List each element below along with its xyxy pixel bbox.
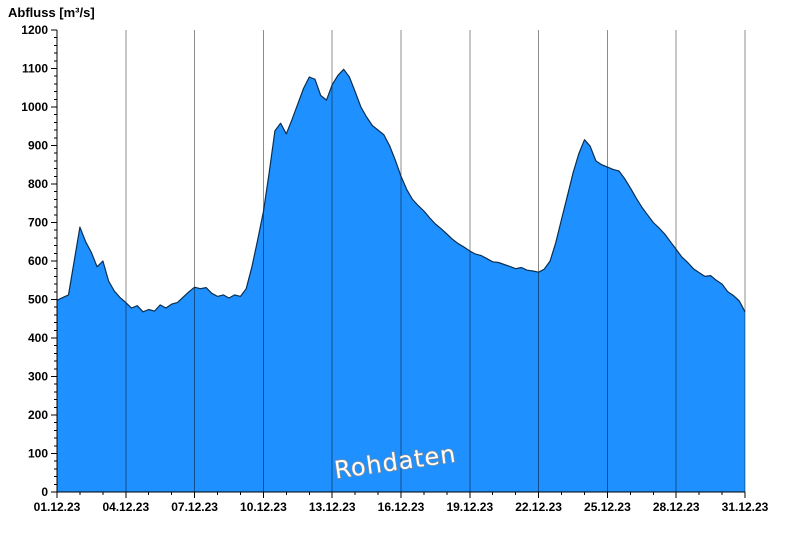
x-tick-label: 13.12.23 <box>309 500 356 514</box>
x-tick-label: 31.12.23 <box>722 500 769 514</box>
y-tick-label: 1100 <box>22 62 48 76</box>
y-tick-label: 500 <box>28 293 48 307</box>
y-tick-label: 1000 <box>21 100 48 114</box>
x-tick-label: 01.12.23 <box>34 500 81 514</box>
y-tick-label: 700 <box>28 216 48 230</box>
y-tick-label: 300 <box>28 370 48 384</box>
x-tick-label: 28.12.23 <box>653 500 700 514</box>
y-tick-label: 400 <box>28 331 48 345</box>
y-tick-label: 1200 <box>21 23 48 37</box>
x-tick-label: 10.12.23 <box>240 500 287 514</box>
x-tick-label: 04.12.23 <box>102 500 149 514</box>
y-tick-label: 800 <box>28 177 48 191</box>
y-tick-label: 600 <box>28 254 48 268</box>
x-tick-label: 16.12.23 <box>378 500 425 514</box>
x-tick-label: 07.12.23 <box>171 500 218 514</box>
x-tick-label: 22.12.23 <box>515 500 562 514</box>
discharge-line <box>56 68 746 313</box>
y-tick-label: 100 <box>28 447 48 461</box>
x-tick-label: 25.12.23 <box>584 500 631 514</box>
y-tick-label: 900 <box>28 139 48 153</box>
x-tick-label: 19.12.23 <box>446 500 493 514</box>
y-tick-label: 200 <box>28 408 48 422</box>
y-tick-label: 0 <box>41 485 48 499</box>
chart-title: Abfluss [m³/s] <box>8 5 95 20</box>
